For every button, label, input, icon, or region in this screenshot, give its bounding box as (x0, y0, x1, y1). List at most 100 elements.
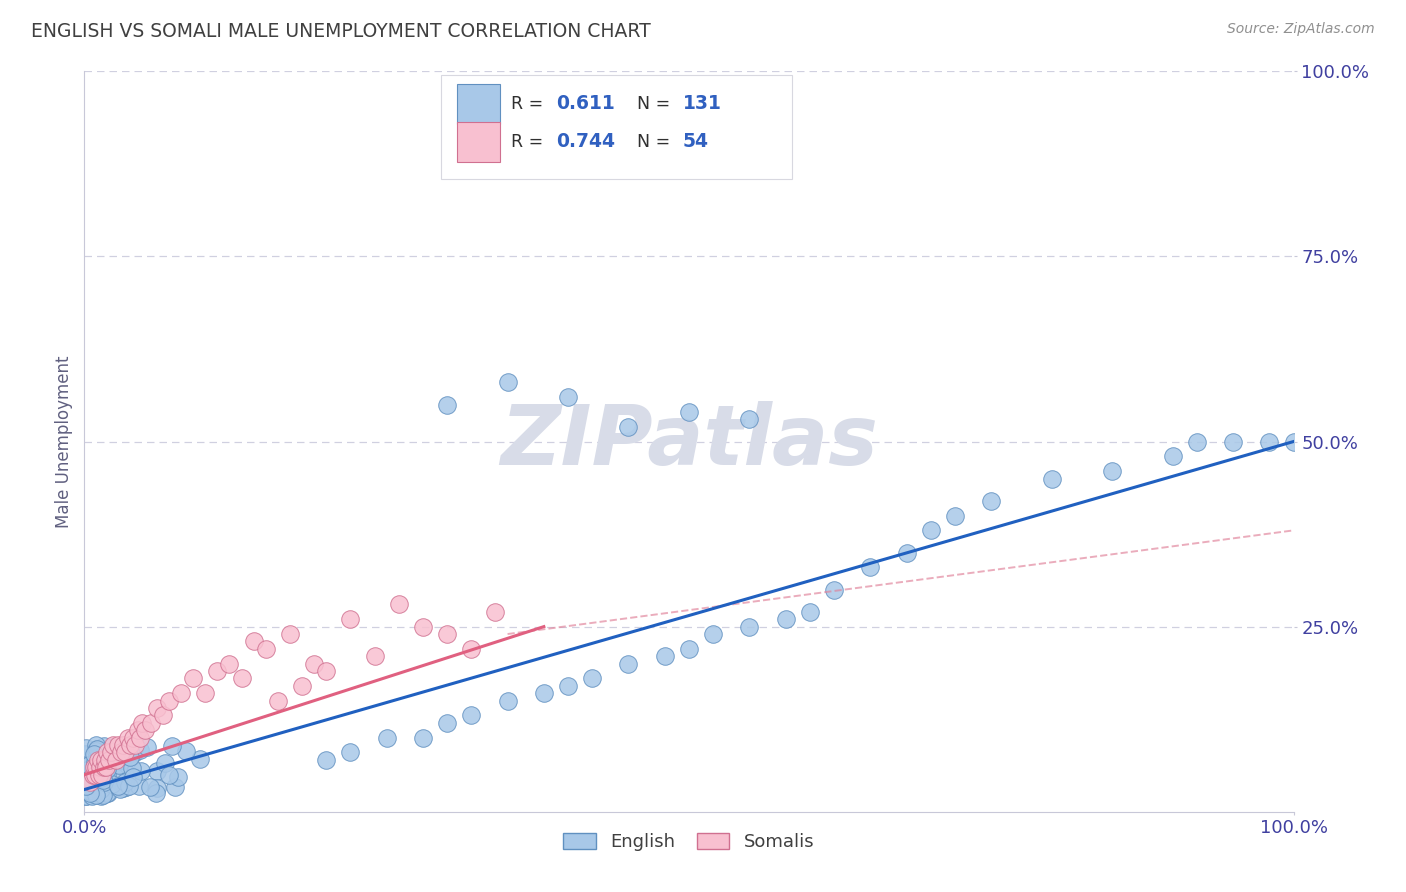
Point (1161, 450, 1184, 464)
Text: 0.611: 0.611 (555, 95, 614, 113)
Point (174, 744, 197, 758)
Point (79, 775, 101, 789)
Point (775, 612, 797, 626)
Point (96, 767, 118, 781)
Text: 131: 131 (683, 95, 721, 113)
Point (83, 766, 105, 780)
FancyBboxPatch shape (457, 121, 501, 161)
Point (86, 753, 108, 767)
Point (111, 760, 134, 774)
Point (112, 781, 135, 796)
Text: N =: N = (626, 95, 676, 113)
Point (79, 775, 101, 789)
Point (131, 715, 153, 730)
Point (93, 745, 115, 759)
Point (139, 715, 162, 730)
Point (84, 742, 107, 756)
Text: R =: R = (512, 95, 548, 113)
Point (77, 778, 100, 792)
Point (388, 598, 411, 612)
Point (114, 746, 136, 760)
Point (80, 787, 103, 801)
Point (82, 778, 104, 792)
Point (84, 788, 107, 802)
Point (89, 760, 111, 774)
Point (654, 649, 676, 664)
Point (738, 412, 761, 426)
Point (302, 657, 325, 671)
Point (117, 731, 139, 745)
Point (363, 649, 385, 664)
Point (93, 760, 115, 774)
Point (129, 743, 152, 757)
Point (103, 738, 125, 752)
Point (75, 741, 97, 756)
Point (75, 747, 97, 761)
Point (436, 398, 458, 412)
Point (90, 789, 112, 803)
Point (678, 405, 700, 419)
Point (75, 779, 97, 793)
Point (460, 641, 482, 656)
Point (97, 755, 120, 769)
Point (1101, 464, 1123, 478)
Point (155, 756, 177, 770)
Point (96, 759, 118, 773)
Point (533, 686, 555, 700)
Point (91, 788, 114, 802)
Point (93, 749, 115, 764)
Point (87, 750, 110, 764)
Point (94, 753, 117, 767)
Point (823, 582, 845, 597)
Text: 0.744: 0.744 (555, 132, 614, 152)
Point (339, 612, 361, 626)
Point (121, 761, 143, 775)
Point (128, 780, 150, 794)
Point (702, 627, 724, 641)
Point (104, 753, 127, 767)
Y-axis label: Male Unemployment: Male Unemployment (55, 355, 73, 528)
Point (84, 738, 107, 752)
Point (75, 789, 97, 804)
Point (131, 764, 153, 779)
Point (100, 746, 122, 760)
Point (896, 546, 918, 560)
Point (80, 788, 103, 802)
Point (114, 747, 136, 761)
Point (617, 657, 640, 671)
Point (86, 742, 108, 756)
Point (76, 747, 98, 762)
Point (84, 744, 107, 758)
Point (94, 762, 117, 776)
Point (94, 758, 117, 772)
Point (267, 694, 290, 708)
Point (101, 740, 124, 755)
Point (90, 771, 112, 785)
Point (118, 750, 141, 764)
Point (188, 752, 211, 766)
Point (87, 767, 110, 781)
Point (91, 747, 114, 762)
Text: ZIPatlas: ZIPatlas (501, 401, 877, 482)
Point (231, 672, 253, 686)
Point (122, 746, 145, 760)
Point (339, 746, 361, 760)
Point (134, 723, 156, 738)
Point (90, 787, 112, 801)
Point (91, 772, 114, 787)
Point (77, 783, 100, 797)
Point (111, 753, 134, 767)
Point (139, 780, 162, 794)
Point (84, 767, 107, 781)
Point (96, 786, 118, 800)
Point (152, 708, 174, 723)
Point (278, 627, 301, 641)
Legend: English, Somalis: English, Somalis (557, 825, 821, 858)
Point (93, 775, 115, 789)
Point (160, 739, 183, 754)
Point (920, 524, 942, 538)
Point (436, 627, 458, 641)
Text: R =: R = (512, 133, 548, 151)
Point (83, 747, 105, 761)
Point (1258, 434, 1281, 449)
